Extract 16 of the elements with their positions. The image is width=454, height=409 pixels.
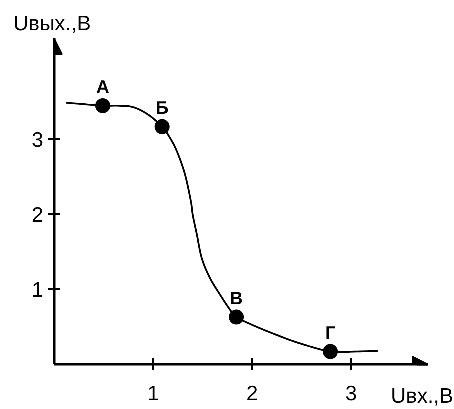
annotation: А [96,76,110,97]
y-tick-label: 3 [32,129,44,152]
y-tick-label: 1 [32,279,44,302]
annotation: Г [325,322,336,343]
y-axis-title: Uвых.,В [14,12,92,36]
y-tick-label: 2 [32,204,44,228]
point [229,310,244,325]
annotation: Б [156,98,169,118]
point [154,119,170,134]
x-tick-label: 3 [345,382,358,406]
x-tick-label: 1 [148,382,160,406]
point [95,98,110,114]
x-axis-title: Uвх.,В [391,385,454,408]
x-tick-label: 2 [246,382,258,406]
point [323,344,338,360]
annotation: В [230,288,244,308]
